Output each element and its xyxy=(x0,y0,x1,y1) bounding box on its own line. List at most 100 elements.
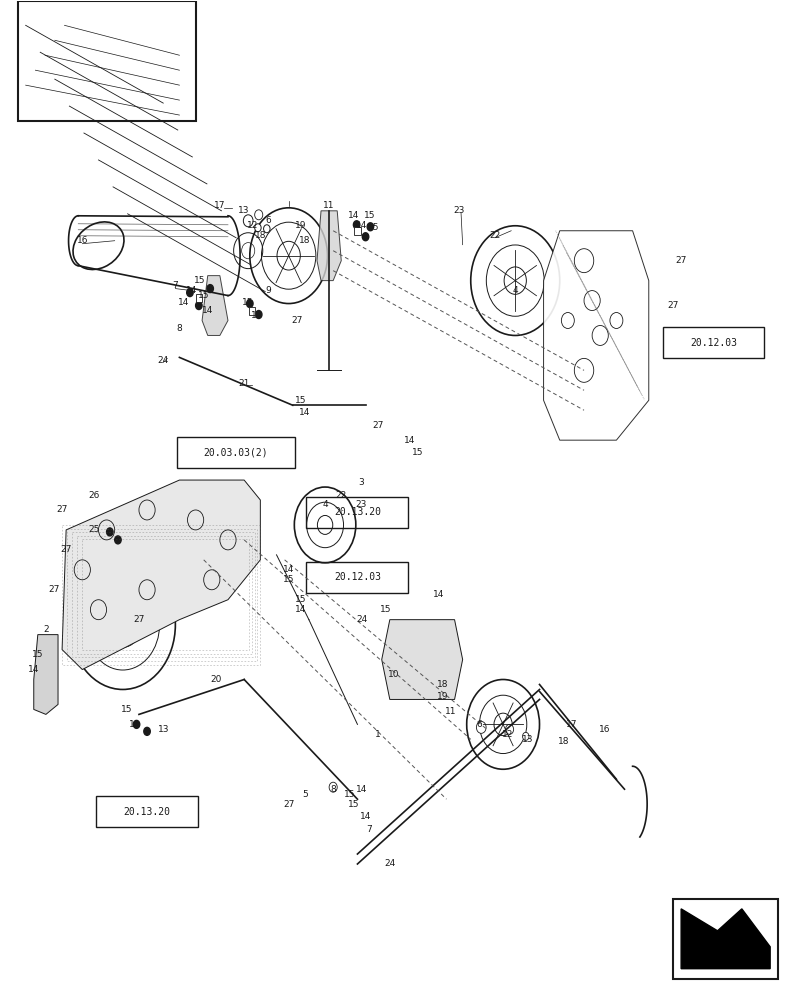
Circle shape xyxy=(133,720,139,728)
Text: 20.13.20: 20.13.20 xyxy=(333,507,380,517)
Text: 16: 16 xyxy=(598,725,609,734)
Text: 15: 15 xyxy=(32,650,44,659)
Polygon shape xyxy=(680,909,769,969)
Text: 22: 22 xyxy=(335,491,346,500)
Text: 20.12.03: 20.12.03 xyxy=(689,338,736,348)
Text: 14: 14 xyxy=(355,221,367,230)
Text: 12: 12 xyxy=(501,730,513,739)
FancyBboxPatch shape xyxy=(672,899,777,979)
Text: 14: 14 xyxy=(432,590,444,599)
Circle shape xyxy=(353,221,359,229)
Text: 27: 27 xyxy=(56,505,67,514)
Text: 26: 26 xyxy=(88,491,100,500)
Text: 24: 24 xyxy=(355,615,367,624)
Text: 14: 14 xyxy=(298,408,310,417)
Text: 15: 15 xyxy=(412,448,423,457)
Text: 15: 15 xyxy=(194,276,205,285)
Text: 15: 15 xyxy=(380,605,391,614)
Text: 27: 27 xyxy=(282,800,294,809)
Text: 27: 27 xyxy=(371,421,383,430)
Text: 18: 18 xyxy=(255,231,266,240)
Text: 20: 20 xyxy=(210,675,221,684)
Circle shape xyxy=(106,528,113,536)
Circle shape xyxy=(264,225,270,233)
Text: 3: 3 xyxy=(358,478,364,487)
Text: 20.12.03: 20.12.03 xyxy=(333,572,380,582)
Text: 14: 14 xyxy=(404,436,415,445)
Polygon shape xyxy=(543,231,648,440)
Text: 13: 13 xyxy=(238,206,250,215)
Text: 15: 15 xyxy=(347,800,358,809)
Text: 4: 4 xyxy=(512,286,517,295)
Text: 15: 15 xyxy=(343,790,354,799)
Text: 5: 5 xyxy=(302,790,307,799)
Text: 18: 18 xyxy=(557,737,569,746)
Circle shape xyxy=(367,223,373,231)
Text: 14: 14 xyxy=(186,286,197,295)
Text: 19: 19 xyxy=(294,221,307,230)
Text: 17: 17 xyxy=(214,201,225,210)
Text: 21: 21 xyxy=(238,379,250,388)
Polygon shape xyxy=(62,480,260,670)
Polygon shape xyxy=(381,620,462,699)
Text: 18: 18 xyxy=(436,680,448,689)
Polygon shape xyxy=(34,635,58,714)
Text: 19: 19 xyxy=(436,692,448,701)
FancyBboxPatch shape xyxy=(18,1,195,121)
Text: 1: 1 xyxy=(375,730,380,739)
Text: 27: 27 xyxy=(60,545,71,554)
Circle shape xyxy=(255,224,261,232)
Text: 27: 27 xyxy=(675,256,686,265)
Text: 8: 8 xyxy=(176,324,182,333)
Text: 15: 15 xyxy=(294,396,307,405)
FancyBboxPatch shape xyxy=(249,307,255,315)
Text: 15: 15 xyxy=(242,298,254,307)
Text: 2: 2 xyxy=(43,625,49,634)
Text: 20.03.03(2): 20.03.03(2) xyxy=(204,448,268,458)
Circle shape xyxy=(505,724,513,734)
Text: 15: 15 xyxy=(198,291,209,300)
Circle shape xyxy=(207,285,213,293)
Text: 18: 18 xyxy=(298,236,311,245)
Text: 24: 24 xyxy=(384,859,395,868)
Text: 14: 14 xyxy=(178,298,189,307)
Text: 25: 25 xyxy=(88,525,100,534)
Text: 27: 27 xyxy=(290,316,302,325)
Text: 8: 8 xyxy=(330,785,336,794)
FancyBboxPatch shape xyxy=(662,327,763,358)
Text: 13: 13 xyxy=(157,725,169,734)
Text: 9: 9 xyxy=(265,286,271,295)
Text: 14: 14 xyxy=(294,605,306,614)
Text: 12: 12 xyxy=(247,221,258,230)
FancyBboxPatch shape xyxy=(177,437,294,468)
Text: 7: 7 xyxy=(367,825,372,834)
Circle shape xyxy=(476,721,486,733)
Text: 27: 27 xyxy=(133,615,144,624)
FancyBboxPatch shape xyxy=(195,294,202,302)
Text: 17: 17 xyxy=(565,720,577,729)
Text: 22: 22 xyxy=(489,231,500,240)
Circle shape xyxy=(328,782,337,792)
Text: 24: 24 xyxy=(157,356,169,365)
FancyBboxPatch shape xyxy=(354,227,360,235)
Circle shape xyxy=(195,302,202,310)
Text: 15: 15 xyxy=(251,311,262,320)
Text: 23: 23 xyxy=(453,206,464,215)
Text: 6: 6 xyxy=(475,720,481,729)
Text: 11: 11 xyxy=(323,201,334,210)
Polygon shape xyxy=(316,211,341,281)
Text: 11: 11 xyxy=(444,707,456,716)
Text: 15: 15 xyxy=(121,705,132,714)
Text: 14: 14 xyxy=(129,720,140,729)
Circle shape xyxy=(114,536,121,544)
Text: 14: 14 xyxy=(359,812,371,821)
Text: 14: 14 xyxy=(202,306,213,315)
Text: 14: 14 xyxy=(28,665,40,674)
Text: 20.13.20: 20.13.20 xyxy=(123,807,170,817)
Circle shape xyxy=(362,233,368,241)
FancyBboxPatch shape xyxy=(306,562,408,593)
Text: 23: 23 xyxy=(355,500,367,509)
Circle shape xyxy=(255,311,262,319)
Text: 16: 16 xyxy=(76,236,88,245)
FancyBboxPatch shape xyxy=(306,497,408,528)
